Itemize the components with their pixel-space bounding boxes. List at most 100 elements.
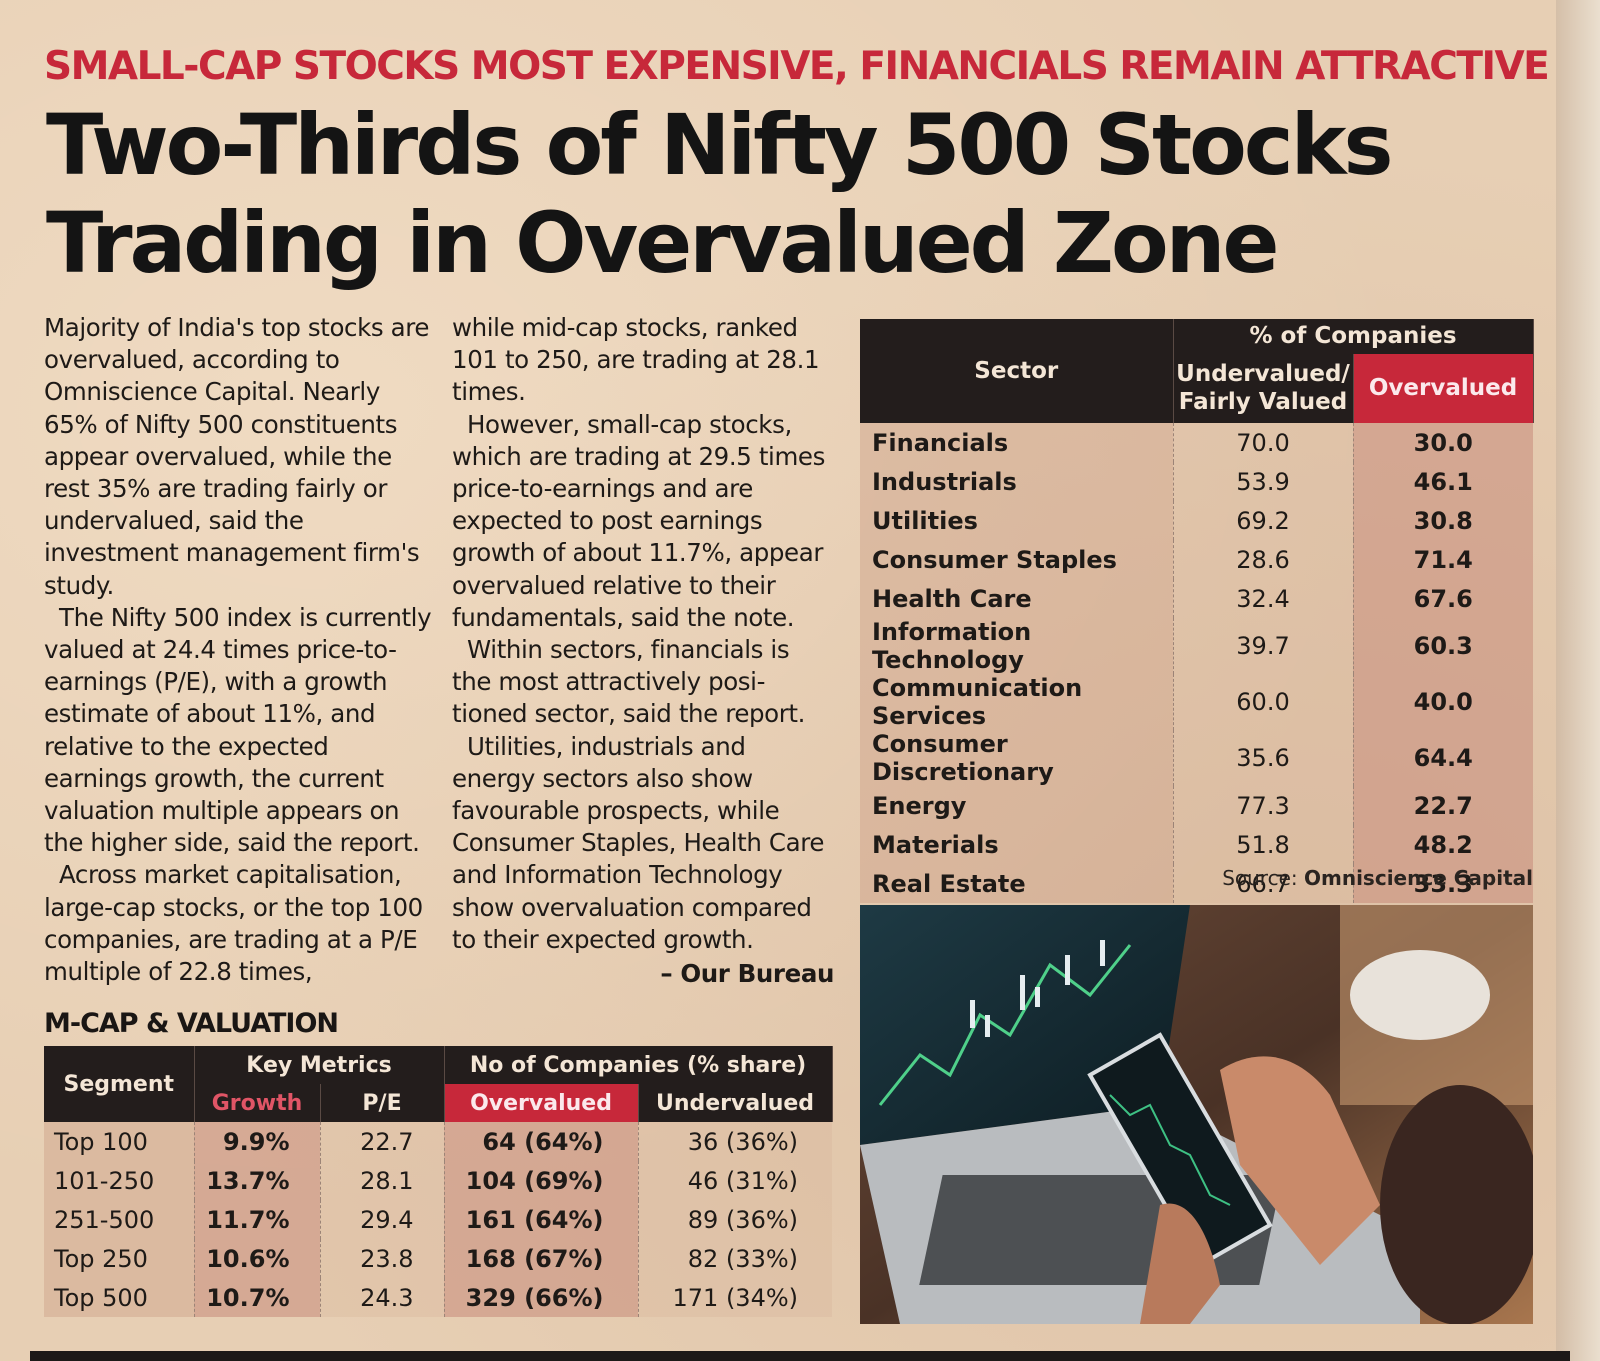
overvalued-value: 60.3 xyxy=(1353,618,1534,674)
mcap-table-title: M-CAP & VALUATION xyxy=(44,1008,339,1039)
overvalued-value: 22.7 xyxy=(1353,786,1534,825)
sector-name: Real Estate xyxy=(860,864,1174,903)
source-credit: Source: Omniscience Capital xyxy=(1180,866,1533,890)
sector-name: Information Technology xyxy=(860,618,1174,674)
undervalued-count: 89 (36%) xyxy=(638,1200,833,1239)
table-row: Industrials 53.9 46.1 xyxy=(860,462,1534,501)
undervalued-header-line-1: Undervalued/ xyxy=(1176,361,1350,388)
segment-header: Segment xyxy=(44,1046,195,1122)
undervalued-value: 32.4 xyxy=(1173,579,1354,618)
sector-name: Utilities xyxy=(860,501,1174,540)
source-name: Omniscience Capital xyxy=(1304,866,1533,890)
growth-header: Growth xyxy=(194,1084,321,1122)
overvalued-header: Overvalued xyxy=(444,1084,639,1122)
article-paragraph: Utilities, industrials and energy sector… xyxy=(452,731,825,954)
overvalued-count: 64 (64%) xyxy=(444,1122,639,1161)
growth-value: 11.7% xyxy=(194,1200,321,1239)
undervalued-header: Undervalued xyxy=(638,1084,833,1122)
undervalued-value: 77.3 xyxy=(1173,786,1354,825)
table-row: 251-500 11.7% 29.4 161 (64%) 89 (36%) xyxy=(44,1200,833,1239)
overvalued-value: 48.2 xyxy=(1353,825,1534,864)
table-row: Real Estate 66.7 33.3 xyxy=(860,864,1534,903)
table-row: Financials 70.0 30.0 xyxy=(860,423,1534,462)
table-row: Consumer Discretionary 35.6 64.4 xyxy=(860,730,1534,786)
undervalued-header-line-2: Fairly Valued xyxy=(1178,389,1348,416)
segment-name: 101-250 xyxy=(44,1161,195,1200)
undervalued-count: 171 (34%) xyxy=(638,1278,833,1317)
undervalued-value: 35.6 xyxy=(1173,730,1354,786)
segment-name: Top 500 xyxy=(44,1278,195,1317)
sector-name: Consumer Discretionary xyxy=(860,730,1174,786)
table-row: Consumer Staples 28.6 71.4 xyxy=(860,540,1534,579)
sector-header: Sector xyxy=(860,319,1174,423)
table-row: Top 100 9.9% 22.7 64 (64%) 36 (36%) xyxy=(44,1122,833,1161)
sector-name: Communication Services xyxy=(860,674,1174,730)
article-column-2: while mid-cap stocks, ranked 101 to 250,… xyxy=(452,312,834,990)
pe-value: 24.3 xyxy=(320,1278,445,1317)
article-paragraph: Within sectors, financials is the most a… xyxy=(452,635,806,729)
undervalued-count: 46 (31%) xyxy=(638,1161,833,1200)
undervalued-value: 60.0 xyxy=(1173,674,1354,730)
overvalued-value: 71.4 xyxy=(1353,540,1534,579)
growth-value: 9.9% xyxy=(194,1122,321,1161)
undervalued-value: 51.8 xyxy=(1173,825,1354,864)
table-row: Utilities 69.2 30.8 xyxy=(860,501,1534,540)
pct-companies-header: % of Companies xyxy=(1173,319,1534,354)
overvalued-count: 161 (64%) xyxy=(444,1200,639,1239)
undervalued-value: 28.6 xyxy=(1173,540,1354,579)
overvalued-value: 40.0 xyxy=(1353,674,1534,730)
source-label: Source: xyxy=(1222,866,1298,890)
overvalued-value: 30.0 xyxy=(1353,423,1534,462)
headline-line-2: Trading in Overvalued Zone xyxy=(46,194,1279,292)
article-paragraph: Across market capitalisation, large-cap … xyxy=(44,860,423,987)
article-paragraph: However, small-cap stocks, which are tra… xyxy=(452,409,825,632)
article-paragraph: Majority of India's top stocks are overv… xyxy=(44,313,430,600)
undervalued-value: 70.0 xyxy=(1173,423,1354,462)
sector-name: Consumer Staples xyxy=(860,540,1174,579)
sector-valuation-table: Sector % of Companies Undervalued/ Fairl… xyxy=(860,319,1534,903)
table-row: Top 250 10.6% 23.8 168 (67%) 82 (33%) xyxy=(44,1239,833,1278)
article-paragraph: The Nifty 500 index is currently valued … xyxy=(44,602,432,858)
overvalued-value: 33.3 xyxy=(1353,864,1534,903)
sector-name: Financials xyxy=(860,423,1174,462)
table-row: Information Technology 39.7 60.3 xyxy=(860,618,1534,674)
sector-name: Energy xyxy=(860,786,1174,825)
table-row: Health Care 32.4 67.6 xyxy=(860,579,1534,618)
undervalued-header: Undervalued/ Fairly Valued xyxy=(1173,353,1354,423)
kicker-headline: SMALL-CAP STOCKS MOST EXPENSIVE, FINANCI… xyxy=(44,44,1550,89)
mcap-valuation-table: Segment Key Metrics No of Companies (% s… xyxy=(44,1046,833,1317)
undervalued-value: 39.7 xyxy=(1173,618,1354,674)
overvalued-value: 46.1 xyxy=(1353,462,1534,501)
headline-line-1: Two-Thirds of Nifty 500 Stocks xyxy=(46,96,1393,194)
pe-value: 29.4 xyxy=(320,1200,445,1239)
segment-name: Top 250 xyxy=(44,1239,195,1278)
overvalued-value: 64.4 xyxy=(1353,730,1534,786)
bottom-rule xyxy=(30,1351,1570,1361)
photo-illustration xyxy=(860,905,1533,1324)
overvalued-value: 30.8 xyxy=(1353,501,1534,540)
overvalued-value: 67.6 xyxy=(1353,579,1534,618)
sector-name: Industrials xyxy=(860,462,1174,501)
undervalued-value: 66.7 xyxy=(1173,864,1354,903)
segment-name: Top 100 xyxy=(44,1122,195,1161)
table-row: Energy 77.3 22.7 xyxy=(860,786,1534,825)
growth-value: 13.7% xyxy=(194,1161,321,1200)
page-edge xyxy=(1556,0,1600,1361)
undervalued-count: 36 (36%) xyxy=(638,1122,833,1161)
table-row: Materials 51.8 48.2 xyxy=(860,825,1534,864)
growth-value: 10.6% xyxy=(194,1239,321,1278)
segment-name: 251-500 xyxy=(44,1200,195,1239)
growth-value: 10.7% xyxy=(194,1278,321,1317)
undervalued-value: 69.2 xyxy=(1173,501,1354,540)
key-metrics-header: Key Metrics xyxy=(194,1046,445,1084)
article-column-1: Majority of India's top stocks are overv… xyxy=(44,312,434,988)
companies-header: No of Companies (% share) xyxy=(444,1046,833,1084)
overvalued-count: 329 (66%) xyxy=(444,1278,639,1317)
pe-value: 28.1 xyxy=(320,1161,445,1200)
overvalued-count: 168 (67%) xyxy=(444,1239,639,1278)
laptop-phone-trading-photo xyxy=(860,905,1533,1324)
main-headline: Two-Thirds of Nifty 500 Stocks Trading i… xyxy=(46,96,1526,292)
table-row: Communication Services 60.0 40.0 xyxy=(860,674,1534,730)
overvalued-count: 104 (69%) xyxy=(444,1161,639,1200)
undervalued-count: 82 (33%) xyxy=(638,1239,833,1278)
